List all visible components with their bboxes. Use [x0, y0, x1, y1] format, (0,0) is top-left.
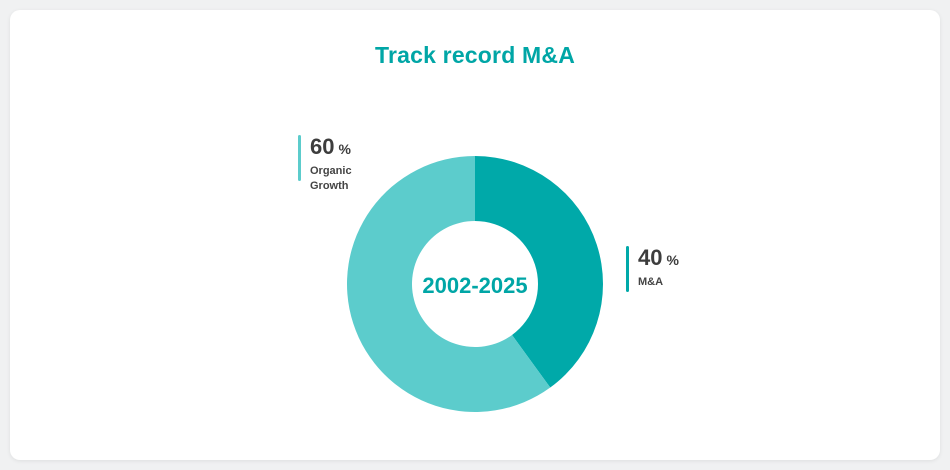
legend-ma-unit: % — [666, 252, 679, 268]
legend-organic-growth-label: Organic Growth — [310, 165, 352, 192]
donut-slice-organic-growth — [346, 156, 551, 412]
legend-organic-growth-bar — [298, 135, 301, 181]
donut-chart: 2002-2025 — [346, 156, 603, 412]
legend-ma-value: 40 — [638, 245, 663, 270]
donut-center-label: 2002-2025 — [422, 273, 527, 298]
legend-ma: 40% M&A — [626, 245, 694, 292]
legend-organic-growth-unit: % — [338, 141, 351, 157]
legend-organic-growth: 60% Organic Growth — [298, 135, 366, 194]
legend-ma-label: M&A — [638, 276, 664, 288]
donut-slices — [346, 156, 603, 412]
legend-organic-growth-value: 60 — [310, 134, 335, 159]
legend-ma-bar — [626, 246, 629, 292]
chart-title: Track record M&A — [374, 42, 576, 68]
donut-slice-m-a — [475, 156, 603, 388]
chart-card: Track record M&A 2002-2025 60% Organic G… — [10, 10, 940, 460]
